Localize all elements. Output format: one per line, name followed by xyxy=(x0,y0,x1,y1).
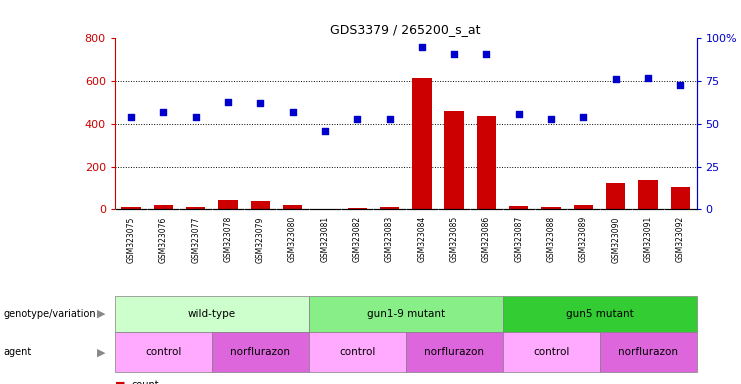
Bar xyxy=(502,296,697,332)
Point xyxy=(125,114,137,120)
Point xyxy=(545,116,557,122)
Bar xyxy=(115,296,309,332)
Bar xyxy=(671,187,690,209)
Text: GSM323082: GSM323082 xyxy=(353,216,362,262)
Point xyxy=(448,51,460,57)
Text: GSM323085: GSM323085 xyxy=(450,216,459,262)
Text: GSM323077: GSM323077 xyxy=(191,216,200,263)
Text: control: control xyxy=(145,347,182,358)
Bar xyxy=(250,201,270,209)
Text: GSM323080: GSM323080 xyxy=(288,216,297,262)
Point xyxy=(157,109,169,115)
Bar xyxy=(283,205,302,209)
Text: norflurazon: norflurazon xyxy=(424,347,484,358)
Bar xyxy=(348,208,367,209)
Point xyxy=(481,51,493,57)
Point xyxy=(190,114,202,120)
Text: agent: agent xyxy=(4,347,32,358)
Point xyxy=(287,109,299,115)
Point xyxy=(222,99,234,105)
Bar xyxy=(380,207,399,209)
Text: GSM323076: GSM323076 xyxy=(159,216,167,263)
Text: GSM323091: GSM323091 xyxy=(644,216,653,262)
Text: wild-type: wild-type xyxy=(187,309,236,319)
Bar xyxy=(186,207,205,209)
Text: GSM323075: GSM323075 xyxy=(127,216,136,263)
Text: GSM323078: GSM323078 xyxy=(224,216,233,262)
Text: GSM323084: GSM323084 xyxy=(417,216,426,262)
Bar xyxy=(606,182,625,209)
Bar xyxy=(476,116,496,209)
Text: count: count xyxy=(131,380,159,384)
Bar xyxy=(406,332,502,372)
Bar xyxy=(502,332,599,372)
Bar xyxy=(122,207,141,209)
Bar xyxy=(542,207,561,209)
Point xyxy=(610,76,622,83)
Point xyxy=(384,116,396,122)
Text: GSM323090: GSM323090 xyxy=(611,216,620,263)
Point xyxy=(254,100,266,106)
Text: control: control xyxy=(339,347,376,358)
Point xyxy=(642,74,654,81)
Text: gun5 mutant: gun5 mutant xyxy=(565,309,634,319)
Bar xyxy=(638,180,658,209)
Point xyxy=(513,111,525,117)
Text: GSM323083: GSM323083 xyxy=(385,216,394,262)
Text: GSM323087: GSM323087 xyxy=(514,216,523,262)
Text: GSM323092: GSM323092 xyxy=(676,216,685,262)
Text: genotype/variation: genotype/variation xyxy=(4,309,96,319)
Point xyxy=(674,81,686,88)
Title: GDS3379 / 265200_s_at: GDS3379 / 265200_s_at xyxy=(330,23,481,36)
Text: GSM323086: GSM323086 xyxy=(482,216,491,262)
Text: norflurazon: norflurazon xyxy=(230,347,290,358)
Bar xyxy=(309,296,502,332)
Text: control: control xyxy=(533,347,569,358)
Text: ▶: ▶ xyxy=(98,347,106,358)
Bar xyxy=(219,200,238,209)
Bar xyxy=(509,206,528,209)
Point xyxy=(351,116,363,122)
Bar xyxy=(115,332,212,372)
Bar xyxy=(599,332,697,372)
Text: GSM323089: GSM323089 xyxy=(579,216,588,262)
Text: gun1-9 mutant: gun1-9 mutant xyxy=(367,309,445,319)
Bar xyxy=(153,205,173,209)
Text: GSM323079: GSM323079 xyxy=(256,216,265,263)
Text: norflurazon: norflurazon xyxy=(618,347,678,358)
Point xyxy=(416,44,428,50)
Bar xyxy=(445,111,464,209)
Bar xyxy=(412,78,431,209)
Text: ■: ■ xyxy=(115,380,125,384)
Bar xyxy=(309,332,406,372)
Bar xyxy=(212,332,309,372)
Text: ▶: ▶ xyxy=(98,309,106,319)
Text: GSM323088: GSM323088 xyxy=(547,216,556,262)
Point xyxy=(319,127,330,134)
Bar xyxy=(574,205,593,209)
Text: GSM323081: GSM323081 xyxy=(320,216,330,262)
Point xyxy=(577,114,589,120)
